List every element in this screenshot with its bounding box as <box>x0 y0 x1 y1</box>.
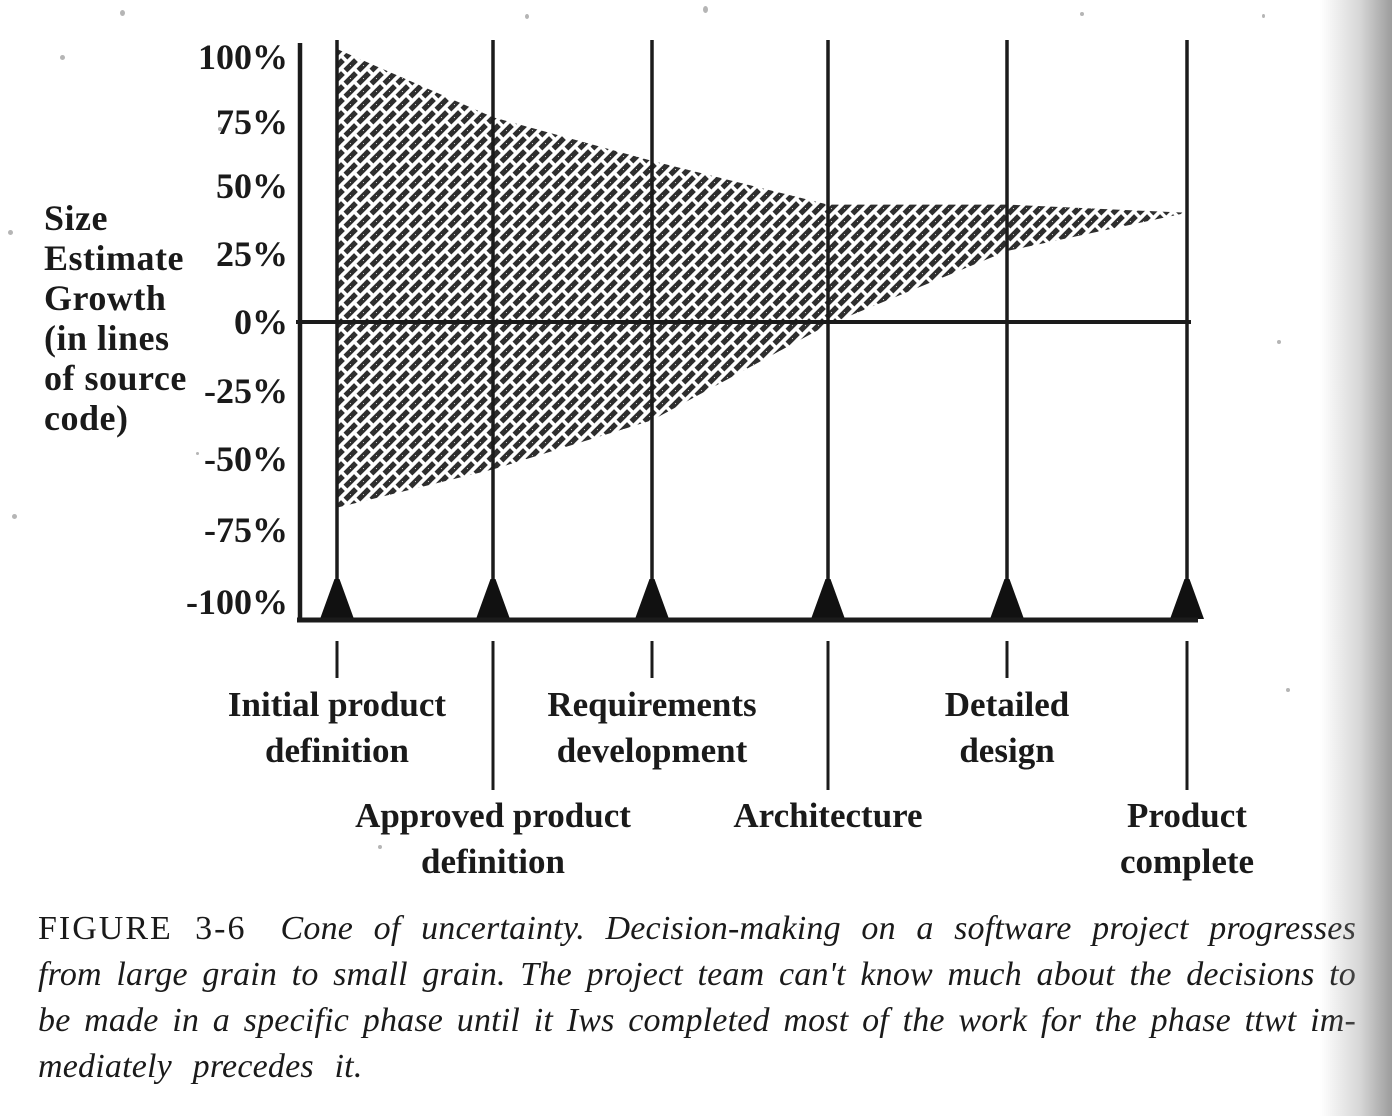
scan-speck <box>12 514 17 519</box>
milestone-label-line: development <box>482 728 822 774</box>
y-tick-label: -50% <box>130 438 288 480</box>
scan-speck <box>1262 14 1265 18</box>
milestone-label: Approved productdefinition <box>323 793 663 885</box>
milestone-label: Initial productdefinition <box>167 682 507 774</box>
caption-line: FIGURE 3-6 Cone of uncertainty. Decision-… <box>38 906 1356 952</box>
scan-speck <box>525 14 529 19</box>
milestone-label-line: definition <box>323 839 663 885</box>
scan-speck <box>8 230 13 235</box>
caption-line: mediately precedes it. <box>38 1044 1356 1090</box>
figure-number: FIGURE 3-6 <box>38 910 247 947</box>
scan-speck <box>196 452 199 455</box>
scan-speck <box>218 127 222 131</box>
milestone-label: Productcomplete <box>1017 793 1357 885</box>
y-tick-label: 25% <box>130 233 288 275</box>
scan-speck <box>1080 12 1084 16</box>
milestone-label-line: Architecture <box>658 793 998 839</box>
scan-speck <box>703 6 708 13</box>
y-tick-label: -25% <box>130 370 288 412</box>
y-tick-label: 100% <box>130 36 288 78</box>
caption-text: Cone of uncertainty. Decision-making on … <box>281 910 1357 947</box>
milestone-label-line: Approved product <box>323 793 663 839</box>
milestone-label: Detaileddesign <box>837 682 1177 774</box>
chart-labels-layer: Size Estimate Growth (in lines of source… <box>0 0 1392 1116</box>
caption-line: be made in a specific phase until it Iws… <box>38 998 1356 1044</box>
scan-speck <box>120 10 125 16</box>
milestone-label-line: design <box>837 728 1177 774</box>
caption-line: from large grain to small grain. The pro… <box>38 952 1356 998</box>
milestone-label: Requirementsdevelopment <box>482 682 822 774</box>
milestone-label-line: Detailed <box>837 682 1177 728</box>
y-tick-label: 50% <box>130 165 288 207</box>
scan-speck <box>378 845 382 849</box>
milestone-label: Architecture <box>658 793 998 839</box>
milestone-label-line: complete <box>1017 839 1357 885</box>
y-tick-label: 0% <box>130 301 288 343</box>
milestone-label-line: Product <box>1017 793 1357 839</box>
milestone-label-line: definition <box>167 728 507 774</box>
y-tick-label: -75% <box>130 509 288 551</box>
milestone-label-line: Initial product <box>167 682 507 728</box>
y-tick-label: 75% <box>130 101 288 143</box>
scan-speck <box>60 55 65 60</box>
scan-speck <box>1286 688 1290 692</box>
milestone-label-line: Requirements <box>482 682 822 728</box>
scan-speck <box>1277 340 1281 344</box>
y-tick-label: -100% <box>130 581 288 623</box>
figure-caption: FIGURE 3-6 Cone of uncertainty. Decision-… <box>38 906 1356 1090</box>
scanned-book-page: Size Estimate Growth (in lines of source… <box>0 0 1392 1116</box>
